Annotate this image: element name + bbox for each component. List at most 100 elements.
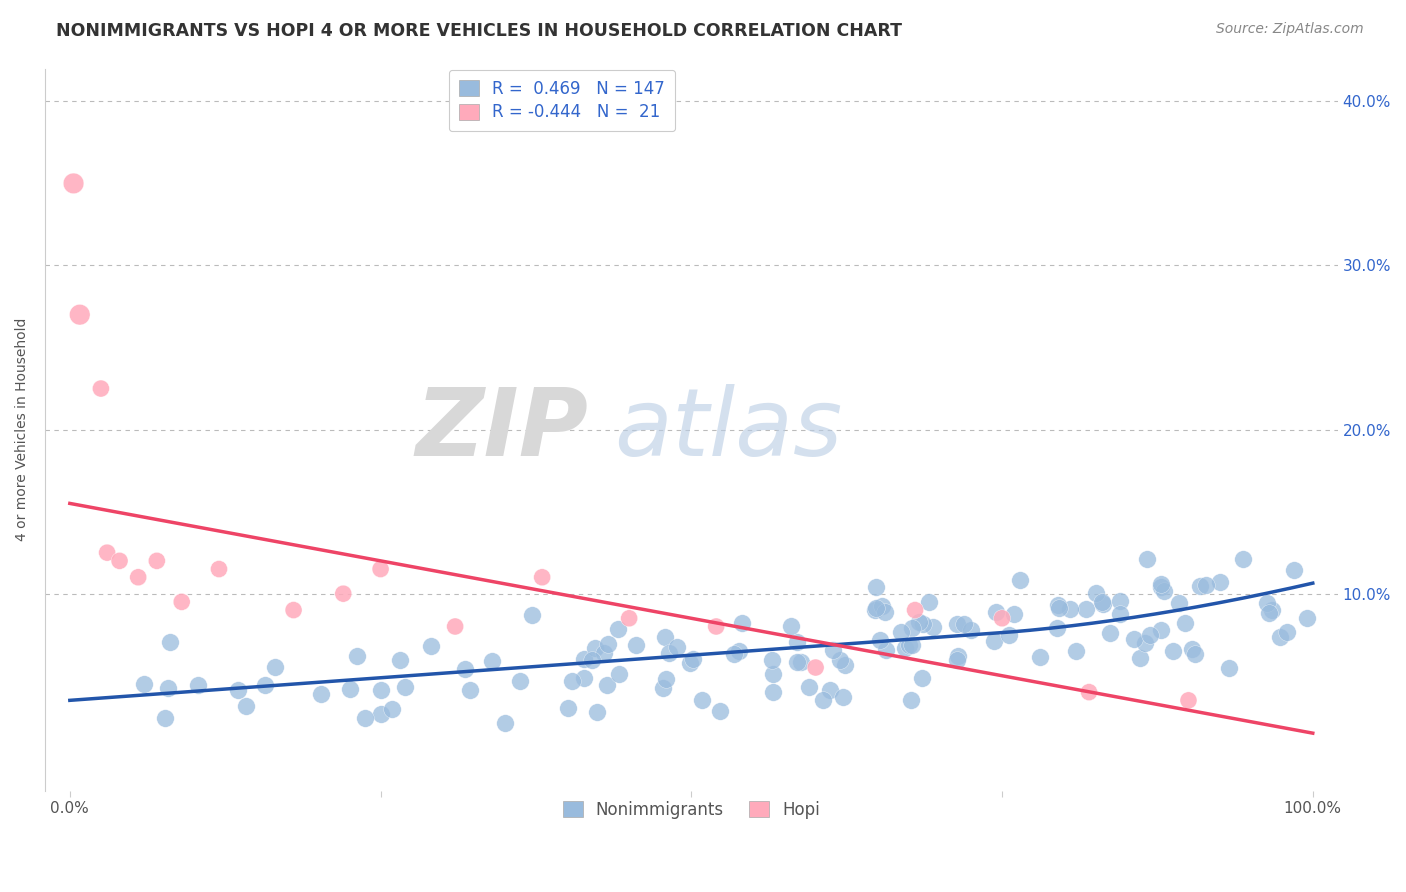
Text: atlas: atlas: [614, 384, 842, 475]
Point: [595, 678, 617, 692]
Point: [863, 602, 886, 616]
Point: [1099, 626, 1122, 640]
Text: ZIP: ZIP: [415, 384, 588, 475]
Point: [617, 611, 640, 625]
Point: [1092, 597, 1115, 611]
Point: [1002, 607, 1025, 622]
Point: [598, 637, 620, 651]
Point: [509, 674, 531, 689]
Point: [69, 308, 91, 322]
Point: [893, 640, 915, 655]
Point: [127, 570, 149, 584]
Point: [370, 707, 392, 722]
Point: [655, 672, 678, 686]
Point: [1078, 685, 1101, 699]
Point: [1029, 650, 1052, 665]
Point: [709, 704, 731, 718]
Point: [690, 693, 713, 707]
Point: [654, 631, 676, 645]
Point: [1076, 602, 1098, 616]
Point: [900, 693, 922, 707]
Point: [998, 628, 1021, 642]
Point: [869, 633, 891, 648]
Point: [153, 711, 176, 725]
Point: [572, 672, 595, 686]
Point: [332, 587, 354, 601]
Point: [1275, 625, 1298, 640]
Point: [1181, 641, 1204, 656]
Point: [828, 653, 851, 667]
Point: [984, 605, 1007, 619]
Point: [728, 644, 751, 658]
Point: [786, 635, 808, 649]
Point: [481, 654, 503, 668]
Point: [1258, 607, 1281, 621]
Point: [264, 659, 287, 673]
Point: [1133, 636, 1156, 650]
Point: [1108, 593, 1130, 607]
Point: [1085, 585, 1108, 599]
Point: [1153, 583, 1175, 598]
Point: [187, 678, 209, 692]
Point: [1268, 630, 1291, 644]
Point: [912, 616, 935, 631]
Point: [901, 621, 924, 635]
Point: [1261, 603, 1284, 617]
Point: [1195, 578, 1218, 592]
Point: [959, 623, 981, 637]
Point: [419, 639, 441, 653]
Point: [1091, 594, 1114, 608]
Point: [1109, 607, 1132, 622]
Point: [908, 615, 931, 629]
Point: [922, 620, 945, 634]
Point: [561, 674, 583, 689]
Point: [1284, 563, 1306, 577]
Point: [370, 683, 392, 698]
Point: [134, 677, 156, 691]
Point: [823, 643, 845, 657]
Point: [704, 619, 727, 633]
Point: [723, 647, 745, 661]
Point: [1139, 628, 1161, 642]
Point: [1046, 621, 1069, 635]
Point: [1218, 661, 1240, 675]
Point: [146, 554, 169, 568]
Point: [790, 656, 813, 670]
Point: [520, 608, 543, 623]
Point: [875, 643, 897, 657]
Point: [574, 652, 596, 666]
Point: [346, 649, 368, 664]
Point: [898, 638, 921, 652]
Point: [108, 554, 131, 568]
Y-axis label: 4 or more Vehicles in Household: 4 or more Vehicles in Household: [15, 318, 30, 541]
Point: [1209, 575, 1232, 590]
Point: [1150, 577, 1173, 591]
Point: [283, 603, 305, 617]
Point: [607, 623, 630, 637]
Point: [583, 640, 606, 655]
Point: [1150, 623, 1173, 637]
Point: [1188, 579, 1211, 593]
Point: [90, 382, 112, 396]
Point: [865, 580, 887, 594]
Point: [1168, 596, 1191, 610]
Point: [235, 698, 257, 713]
Text: NONIMMIGRANTS VS HOPI 4 OR MORE VEHICLES IN HOUSEHOLD CORRELATION CHART: NONIMMIGRANTS VS HOPI 4 OR MORE VEHICLES…: [56, 22, 903, 40]
Point: [607, 666, 630, 681]
Point: [780, 619, 803, 633]
Point: [353, 711, 375, 725]
Point: [946, 616, 969, 631]
Point: [62, 177, 84, 191]
Point: [1161, 644, 1184, 658]
Point: [945, 653, 967, 667]
Point: [658, 646, 681, 660]
Point: [890, 624, 912, 639]
Point: [870, 599, 893, 613]
Point: [762, 685, 785, 699]
Point: [786, 655, 808, 669]
Point: [581, 652, 603, 666]
Legend: Nonimmigrants, Hopi: Nonimmigrants, Hopi: [555, 794, 827, 826]
Point: [311, 687, 333, 701]
Point: [901, 638, 924, 652]
Point: [682, 652, 704, 666]
